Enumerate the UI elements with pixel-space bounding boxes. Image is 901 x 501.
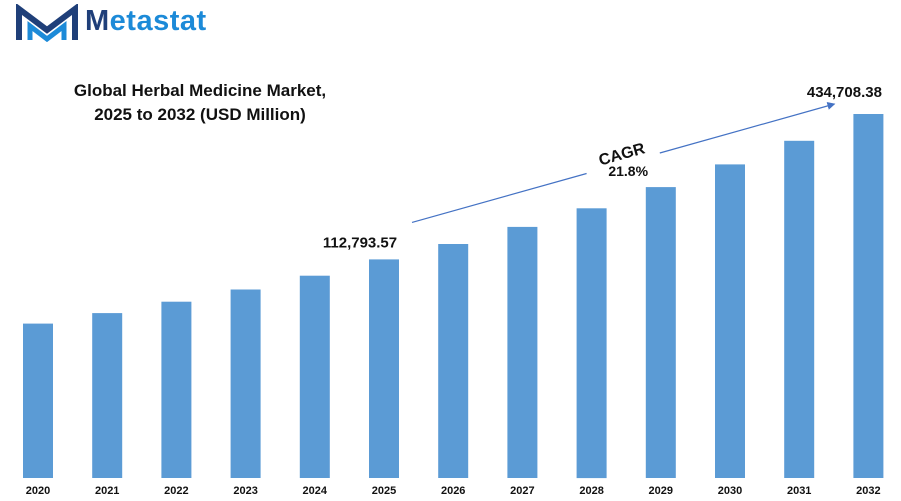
x-tick-label-2026: 2026	[441, 485, 465, 497]
chart-title: Global Herbal Medicine Market, 2025 to 2…	[30, 79, 370, 127]
bar-2026	[438, 244, 469, 478]
bar-2028	[576, 208, 607, 479]
bar-2024	[299, 275, 330, 478]
brand-name: Metastat	[85, 5, 207, 38]
x-tick-label-2030: 2030	[718, 485, 742, 497]
bar-2032	[853, 114, 884, 478]
x-tick-label-2028: 2028	[579, 485, 603, 497]
x-tick-label-2023: 2023	[233, 485, 257, 497]
bar-2027	[507, 226, 538, 478]
chart-title-line-2: 2025 to 2032 (USD Million)	[94, 105, 306, 124]
brand-name-first-letter: M	[85, 5, 110, 37]
data-label-2032: 434,708.38	[807, 84, 882, 101]
bar-2022	[161, 301, 192, 478]
bar-2031	[784, 140, 815, 479]
x-tick-label-2020: 2020	[26, 485, 50, 497]
bar-2025	[369, 259, 399, 478]
chart-title-line-1: Global Herbal Medicine Market,	[73, 81, 327, 100]
bar-2030	[715, 164, 745, 478]
x-tick-label-2022: 2022	[164, 485, 188, 497]
data-label-2025: 112,793.57	[323, 234, 397, 251]
bar-2029	[645, 187, 676, 478]
brand-name-rest: etastat	[109, 5, 207, 37]
bar-series	[23, 114, 884, 479]
x-tick-label-2021: 2021	[95, 485, 119, 497]
x-tick-label-2024: 2024	[303, 485, 328, 497]
brand-logo	[16, 4, 78, 42]
cagr-value: 21.8%	[608, 163, 648, 179]
x-tick-label-2032: 2032	[856, 485, 880, 497]
x-tick-label-2029: 2029	[649, 485, 673, 497]
cagr-arrow-line-start	[411, 172, 587, 223]
x-tick-label-2027: 2027	[510, 485, 534, 497]
cagr-arrow-line-end	[659, 102, 836, 154]
x-axis-tick-labels: 2020 2021 2022 2023 2024 2025 2026 2027 2028 2029…	[26, 485, 881, 497]
x-tick-label-2025: 2025	[372, 485, 396, 497]
bar-2020	[23, 323, 53, 478]
x-tick-label-2031: 2031	[787, 485, 811, 497]
bar-2023	[230, 289, 261, 478]
metastat-m-logo-icon	[16, 4, 78, 42]
bar-2021	[92, 313, 123, 478]
